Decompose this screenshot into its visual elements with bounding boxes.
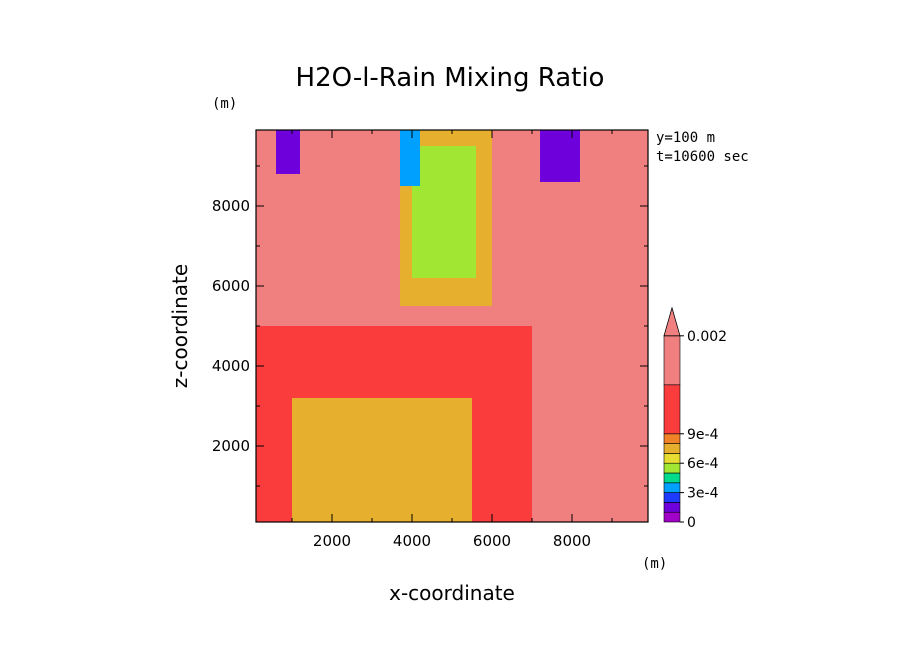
- contour-region-4: [532, 286, 648, 522]
- colorbar-segment: [663, 472, 681, 484]
- contour-region-3: [312, 454, 372, 518]
- colorbar-segment: [663, 453, 681, 464]
- x-axis: 2000 4000 6000 8000: [291, 130, 613, 550]
- colorbar-segment: [663, 335, 681, 386]
- contour-region-6: [412, 146, 476, 278]
- plot-area: [256, 130, 648, 522]
- chart-title: H2O-l-Rain Mixing Ratio: [296, 63, 605, 93]
- y-unit-label: (m): [212, 96, 237, 112]
- colorbar-segment: [663, 502, 681, 513]
- annotation-y: y=100 m: [656, 130, 715, 146]
- contour-region-10: [584, 146, 632, 226]
- y-axis-label: z-coordinate: [168, 264, 192, 388]
- colorbar-label: 3e-4: [687, 486, 719, 502]
- x-tick-label: 8000: [553, 532, 591, 550]
- colorbar-segment: [663, 462, 681, 474]
- colorbar-label: 6e-4: [687, 456, 719, 472]
- contour-region-8: [276, 130, 300, 174]
- x-axis-label: x-coordinate: [389, 581, 515, 605]
- contour-region-9: [540, 130, 580, 182]
- y-tick-label: 2000: [212, 437, 250, 455]
- colorbar-segment: [663, 482, 681, 493]
- colorbar-label: 0: [687, 515, 696, 531]
- colorbar-segment: [663, 433, 681, 444]
- x-tick-label: 2000: [313, 532, 351, 550]
- colorbar: 0 3e-4 6e-4 9e-4 0.002: [663, 306, 727, 531]
- y-axis: 2000 4000 6000 8000: [212, 165, 648, 487]
- x-tick-label: 6000: [473, 532, 511, 550]
- annotation-t: t=10600 sec: [656, 149, 749, 165]
- colorbar-segment: [663, 443, 681, 454]
- colorbar-segment: [663, 492, 681, 503]
- y-tick-label: 4000: [212, 357, 250, 375]
- colorbar-label: 0.002: [687, 329, 727, 345]
- x-tick-label: 4000: [393, 532, 431, 550]
- colorbar-segment: [663, 384, 681, 435]
- colorbar-label: 9e-4: [687, 427, 719, 443]
- colorbar-segment: [663, 511, 681, 523]
- x-unit-label: (m): [642, 556, 667, 572]
- contour-region-7: [400, 130, 420, 186]
- y-tick-label: 6000: [212, 277, 250, 295]
- y-tick-label: 8000: [212, 197, 250, 215]
- colorbar-extend-arrow: [663, 306, 681, 337]
